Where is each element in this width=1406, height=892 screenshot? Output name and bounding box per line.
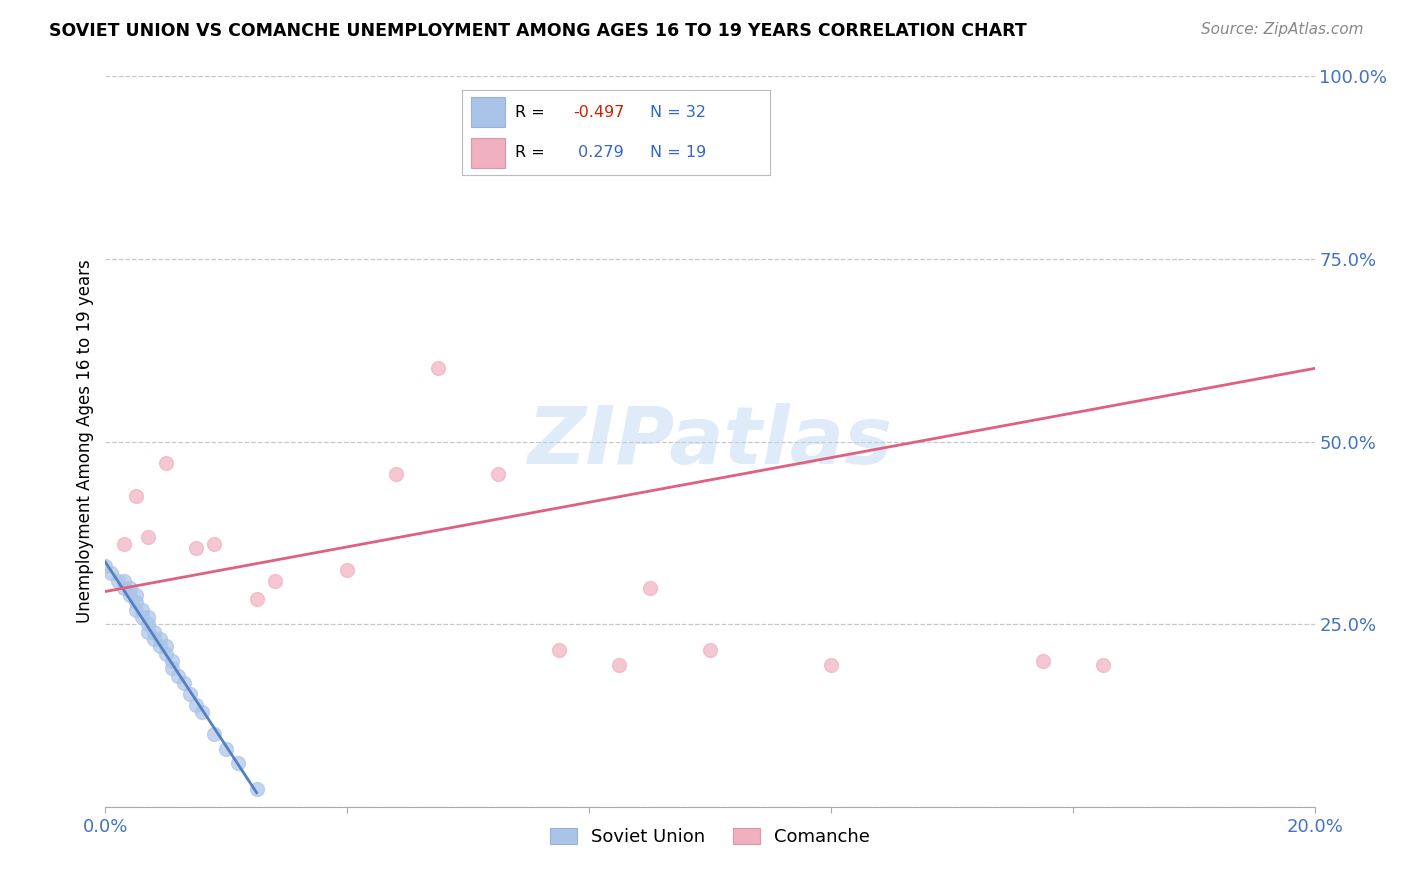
Point <box>186 541 208 555</box>
Point <box>136 624 159 639</box>
Point <box>149 632 172 646</box>
Point <box>131 603 153 617</box>
Point <box>136 617 159 632</box>
Point <box>186 698 208 712</box>
Point <box>202 537 225 551</box>
Point <box>699 643 721 657</box>
Text: ZIPatlas: ZIPatlas <box>527 402 893 481</box>
Point <box>1032 654 1054 668</box>
Point <box>155 640 177 654</box>
Point <box>142 632 165 646</box>
Point <box>160 661 183 675</box>
Point <box>246 591 269 606</box>
Point <box>136 610 159 624</box>
Y-axis label: Unemployment Among Ages 16 to 19 years: Unemployment Among Ages 16 to 19 years <box>76 260 94 624</box>
Point <box>263 574 285 588</box>
Point <box>609 657 631 672</box>
Point <box>173 676 195 690</box>
Point <box>149 640 172 654</box>
Point <box>160 654 183 668</box>
Point <box>820 657 842 672</box>
Point <box>202 727 225 741</box>
Point <box>112 537 135 551</box>
Point <box>155 457 177 471</box>
Point <box>246 781 269 797</box>
Point <box>124 588 148 602</box>
Point <box>124 595 148 609</box>
Text: Source: ZipAtlas.com: Source: ZipAtlas.com <box>1201 22 1364 37</box>
Point <box>124 489 148 503</box>
Point <box>191 705 214 719</box>
Point <box>228 756 250 771</box>
Text: SOVIET UNION VS COMANCHE UNEMPLOYMENT AMONG AGES 16 TO 19 YEARS CORRELATION CHAR: SOVIET UNION VS COMANCHE UNEMPLOYMENT AM… <box>49 22 1026 40</box>
Point <box>118 581 141 595</box>
Point <box>179 687 201 701</box>
Point <box>1092 657 1115 672</box>
Point <box>136 530 159 544</box>
Point <box>167 668 190 682</box>
Point <box>124 603 148 617</box>
Point <box>638 581 661 595</box>
Point <box>100 566 122 581</box>
Point <box>548 643 571 657</box>
Point <box>488 467 510 482</box>
Point <box>336 563 359 577</box>
Legend: Soviet Union, Comanche: Soviet Union, Comanche <box>543 821 877 853</box>
Point <box>215 741 238 756</box>
Point <box>142 624 165 639</box>
Point <box>94 558 117 573</box>
Point <box>112 581 135 595</box>
Point <box>155 647 177 661</box>
Point <box>112 574 135 588</box>
Point <box>384 467 406 482</box>
Point <box>118 588 141 602</box>
Point <box>107 574 129 588</box>
Point <box>131 610 153 624</box>
Point <box>427 361 450 376</box>
